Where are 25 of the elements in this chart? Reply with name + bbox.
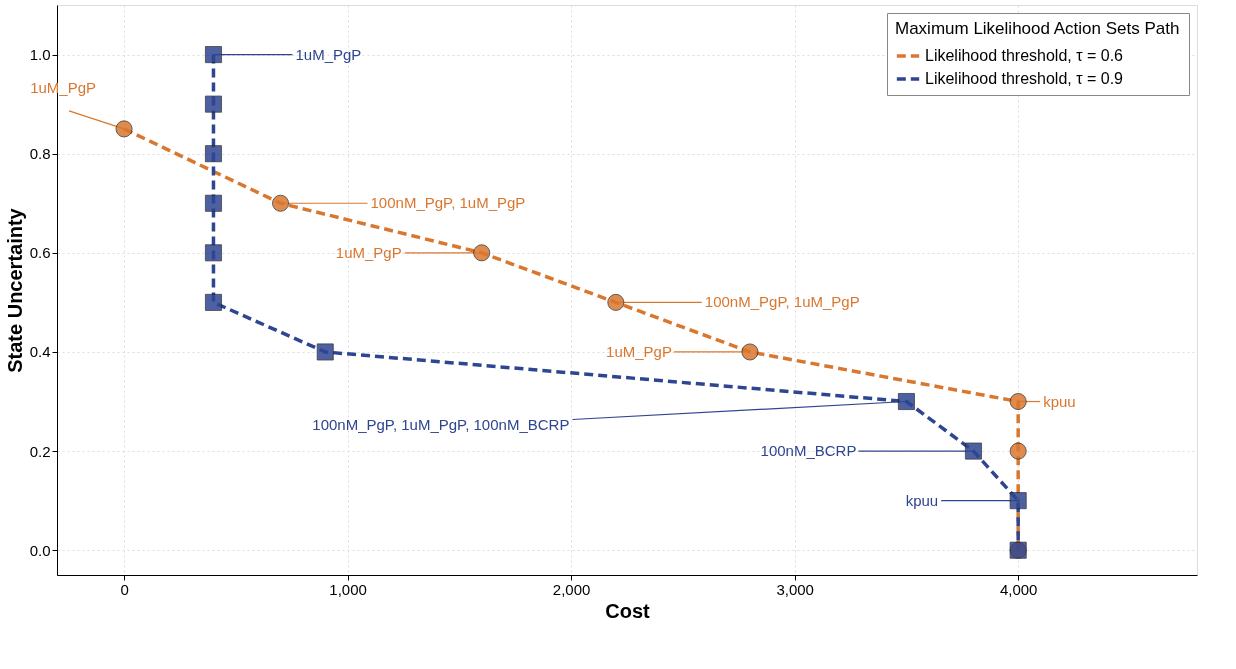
annotation: 100nM_PgP, 1uM_PgP <box>370 194 526 212</box>
annotation: 100nM_PgP, 1uM_PgP, 100nM_BCRP <box>312 415 570 433</box>
x-tick-label: 1,000 <box>329 580 367 598</box>
y-tick-label: 0.6 <box>29 244 51 262</box>
x-tick-label: 2,000 <box>552 580 591 598</box>
annotation: 1uM_PgP <box>295 45 362 63</box>
x-tick-label: 4,000 <box>999 580 1038 598</box>
y-tick-label: 0.4 <box>29 343 51 361</box>
legend-title: Maximum Likelihood Action Sets Path <box>895 19 1180 38</box>
y-tick-label: 0.2 <box>29 442 51 460</box>
y-tick-label: 0.0 <box>29 541 51 559</box>
legend-label: Likelihood threshold, τ = 0.6 <box>925 47 1124 64</box>
annotation: 1uM_PgP <box>606 342 672 360</box>
annotation: kpuu <box>905 491 939 509</box>
y-tick-label: 0.8 <box>29 145 51 163</box>
legend-label: Likelihood threshold, τ = 0.9 <box>925 70 1124 87</box>
annotation: kpuu <box>1043 392 1076 410</box>
y-axis-title: State Uncertainty <box>3 207 26 373</box>
annotation: 100nM_PgP, 1uM_PgP <box>704 293 860 311</box>
y-tick-label: 1.0 <box>29 46 51 64</box>
annotation: 1uM_PgP <box>335 243 402 261</box>
x-tick-label: 3,000 <box>776 580 814 598</box>
x-tick-label: 0 <box>120 580 129 598</box>
x-axis-title: Cost <box>605 599 651 622</box>
annotation: 100nM_BCRP <box>760 442 857 460</box>
